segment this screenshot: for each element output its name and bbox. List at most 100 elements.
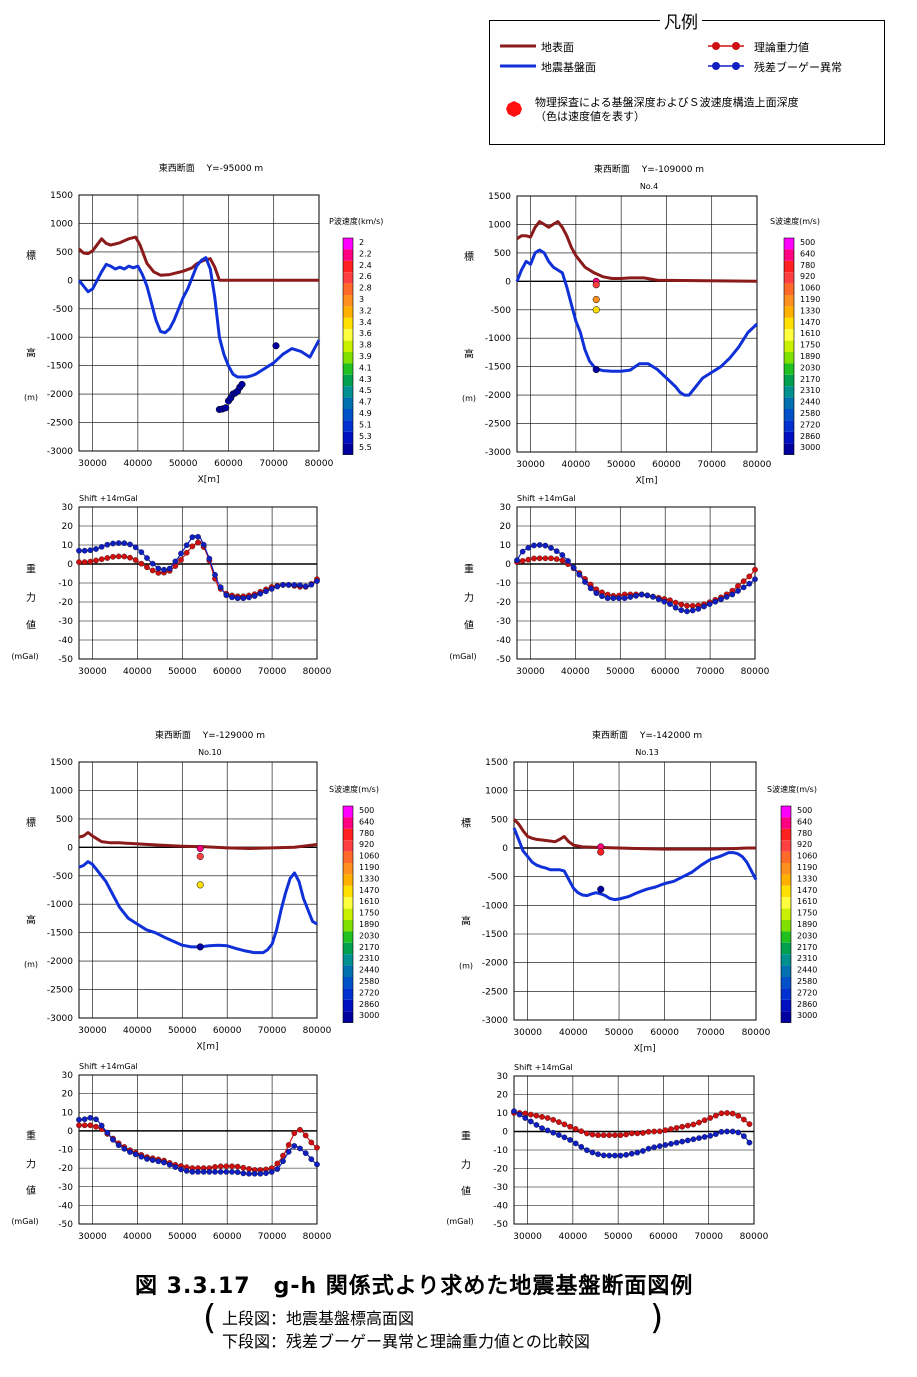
chart8-theory-marker (645, 1128, 652, 1135)
chart7-theory-marker (246, 1166, 252, 1172)
chart8-residual-marker (741, 1133, 747, 1140)
chart3-theory-marker (115, 553, 122, 560)
chart5-colorbar-swatch (343, 874, 353, 886)
chart3-ylabel: 重 (26, 562, 36, 575)
chart7-residual-marker (183, 1168, 190, 1174)
chart5-ylabel: 高 (26, 913, 36, 926)
chart4-residual-marker (519, 548, 526, 555)
legend-survey-label: 物理探査による基盤深度およびＳ波速度構造上面深度 (535, 96, 799, 109)
chart6-ylabel: 高 (461, 915, 471, 928)
chart1-colorbar-label: 2 (359, 238, 364, 247)
chart5-colorbar-label: 2720 (359, 988, 379, 997)
chart3-ytick-label: 10 (62, 541, 74, 551)
chart1-colorbar-swatch (343, 340, 353, 352)
chart5-colorbar-swatch (343, 1011, 353, 1023)
chart8-theory-marker (724, 1110, 730, 1116)
chart2-colorbar-label: 640 (800, 249, 815, 258)
chart4-residual-marker (616, 595, 622, 602)
chart7-residual-marker (166, 1161, 173, 1168)
chart7-theory-marker (297, 1126, 303, 1133)
chart2-ytick-label: 1500 (488, 192, 511, 202)
chart3-residual-marker (291, 582, 298, 588)
chart2-colorbar-label: 780 (800, 261, 815, 270)
chart8-residual-marker (539, 1125, 545, 1132)
chart8-residual-marker (612, 1152, 618, 1159)
chart2-colorbar-swatch (784, 283, 794, 295)
chart1-colorbar-label: 4.7 (359, 398, 372, 407)
chart1-colorbar-label: 2.2 (359, 249, 372, 258)
chart5-ytick-label: 1000 (50, 786, 73, 796)
chart1-basement-line (77, 256, 321, 379)
chart8-ytick-label: 0 (502, 1128, 508, 1138)
chart2-colorbar-swatch (784, 374, 794, 387)
chart8-residual-marker (735, 1129, 742, 1136)
chart2-ylabel: (m) (462, 394, 476, 403)
legend-theory-swatch (708, 42, 744, 50)
chart3-residual-marker (121, 540, 128, 547)
chart6-colorbar-swatch (781, 863, 791, 875)
chart8-residual-marker (668, 1140, 674, 1147)
chart7-ylabel: 力 (26, 1157, 36, 1170)
chart3-residual-marker (172, 558, 179, 565)
chart8-theory-marker (572, 1126, 579, 1132)
chart7-residual-marker (76, 1116, 82, 1123)
chart5-colorbar-swatch (343, 840, 353, 852)
chart5-colorbar-swatch (343, 863, 353, 875)
chart1-colorbar-swatch (343, 295, 353, 307)
chart2-colorbar-swatch (784, 420, 794, 432)
chart1-colorbar-label: 3.8 (359, 341, 372, 350)
chart6-colorbar-swatch (781, 920, 791, 932)
chart8-ytick-label: -40 (493, 1202, 508, 1212)
chart3-residual-marker (240, 595, 247, 602)
chart8-theory-marker (584, 1130, 590, 1137)
chart8-residual-marker (712, 1131, 719, 1137)
chart8-theory-marker (696, 1119, 702, 1126)
chart6-colorbar-swatch (781, 942, 791, 955)
chart8-ylabel: (mGal) (446, 1217, 473, 1226)
chart7-theory-marker (234, 1163, 241, 1170)
chart8-residual-marker (578, 1143, 585, 1150)
chart5-ytick-label: -3000 (47, 1014, 73, 1024)
chart5-colorbar-swatch (343, 999, 353, 1012)
chart5-subtitle: No.10 (198, 748, 221, 757)
chart4-ylabel: (mGal) (449, 652, 476, 661)
chart8-theory-marker (684, 1122, 691, 1129)
chart8-residual-marker (556, 1132, 562, 1138)
chart2-colorbar-swatch (784, 340, 794, 352)
chart7-theory-marker (212, 1164, 218, 1170)
chart7-residual-marker (98, 1122, 105, 1129)
chart8-theory-marker (589, 1131, 596, 1138)
chart8-theory-marker (567, 1123, 573, 1130)
chart3-residual-marker (132, 544, 139, 551)
chart5-colorbar-label: 2310 (359, 954, 379, 963)
chart2-colorbar-swatch (784, 260, 794, 273)
chart4-theory-marker (548, 555, 554, 562)
chart5-survey-point (196, 943, 204, 951)
chart8-ytick-label: -20 (493, 1165, 508, 1175)
chart8-theory-marker (556, 1119, 562, 1125)
chart1-colorbar-label: 3.4 (359, 318, 372, 327)
chart4-residual-marker (729, 591, 736, 598)
chart8-theory-marker (623, 1131, 629, 1138)
chart5-colorbar-label: 1470 (359, 886, 379, 895)
chart6-colorbar-label: 1890 (797, 920, 817, 929)
legend-residual-swatch (708, 62, 744, 70)
chart5-ytick-label: 500 (56, 815, 73, 825)
chart6-colorbar-label: 780 (797, 829, 812, 838)
chart5-ytick-label: -500 (53, 872, 74, 882)
chart5-ytick-label: -2000 (47, 957, 73, 967)
chart2-colorbar-label: 2030 (800, 363, 820, 372)
chart6-colorbar-label: 1470 (797, 886, 817, 895)
chart3-ytick-label: 30 (62, 503, 74, 513)
chart4-annotation: Shift +14mGal (517, 494, 576, 503)
chart5-colorbar-label: 1750 (359, 909, 379, 918)
chart7-theory-marker (308, 1139, 315, 1146)
chart5-colorbar-label: 2440 (359, 966, 379, 975)
legend-survey-swatch (506, 101, 522, 117)
chart8-theory-marker (690, 1121, 697, 1128)
chart6-colorbar-swatch (781, 999, 791, 1012)
chart6-colorbar-swatch (781, 828, 791, 841)
chart7-theory-marker (217, 1163, 224, 1170)
chart4-residual-marker (570, 564, 577, 571)
chart8-theory-marker (578, 1128, 585, 1135)
